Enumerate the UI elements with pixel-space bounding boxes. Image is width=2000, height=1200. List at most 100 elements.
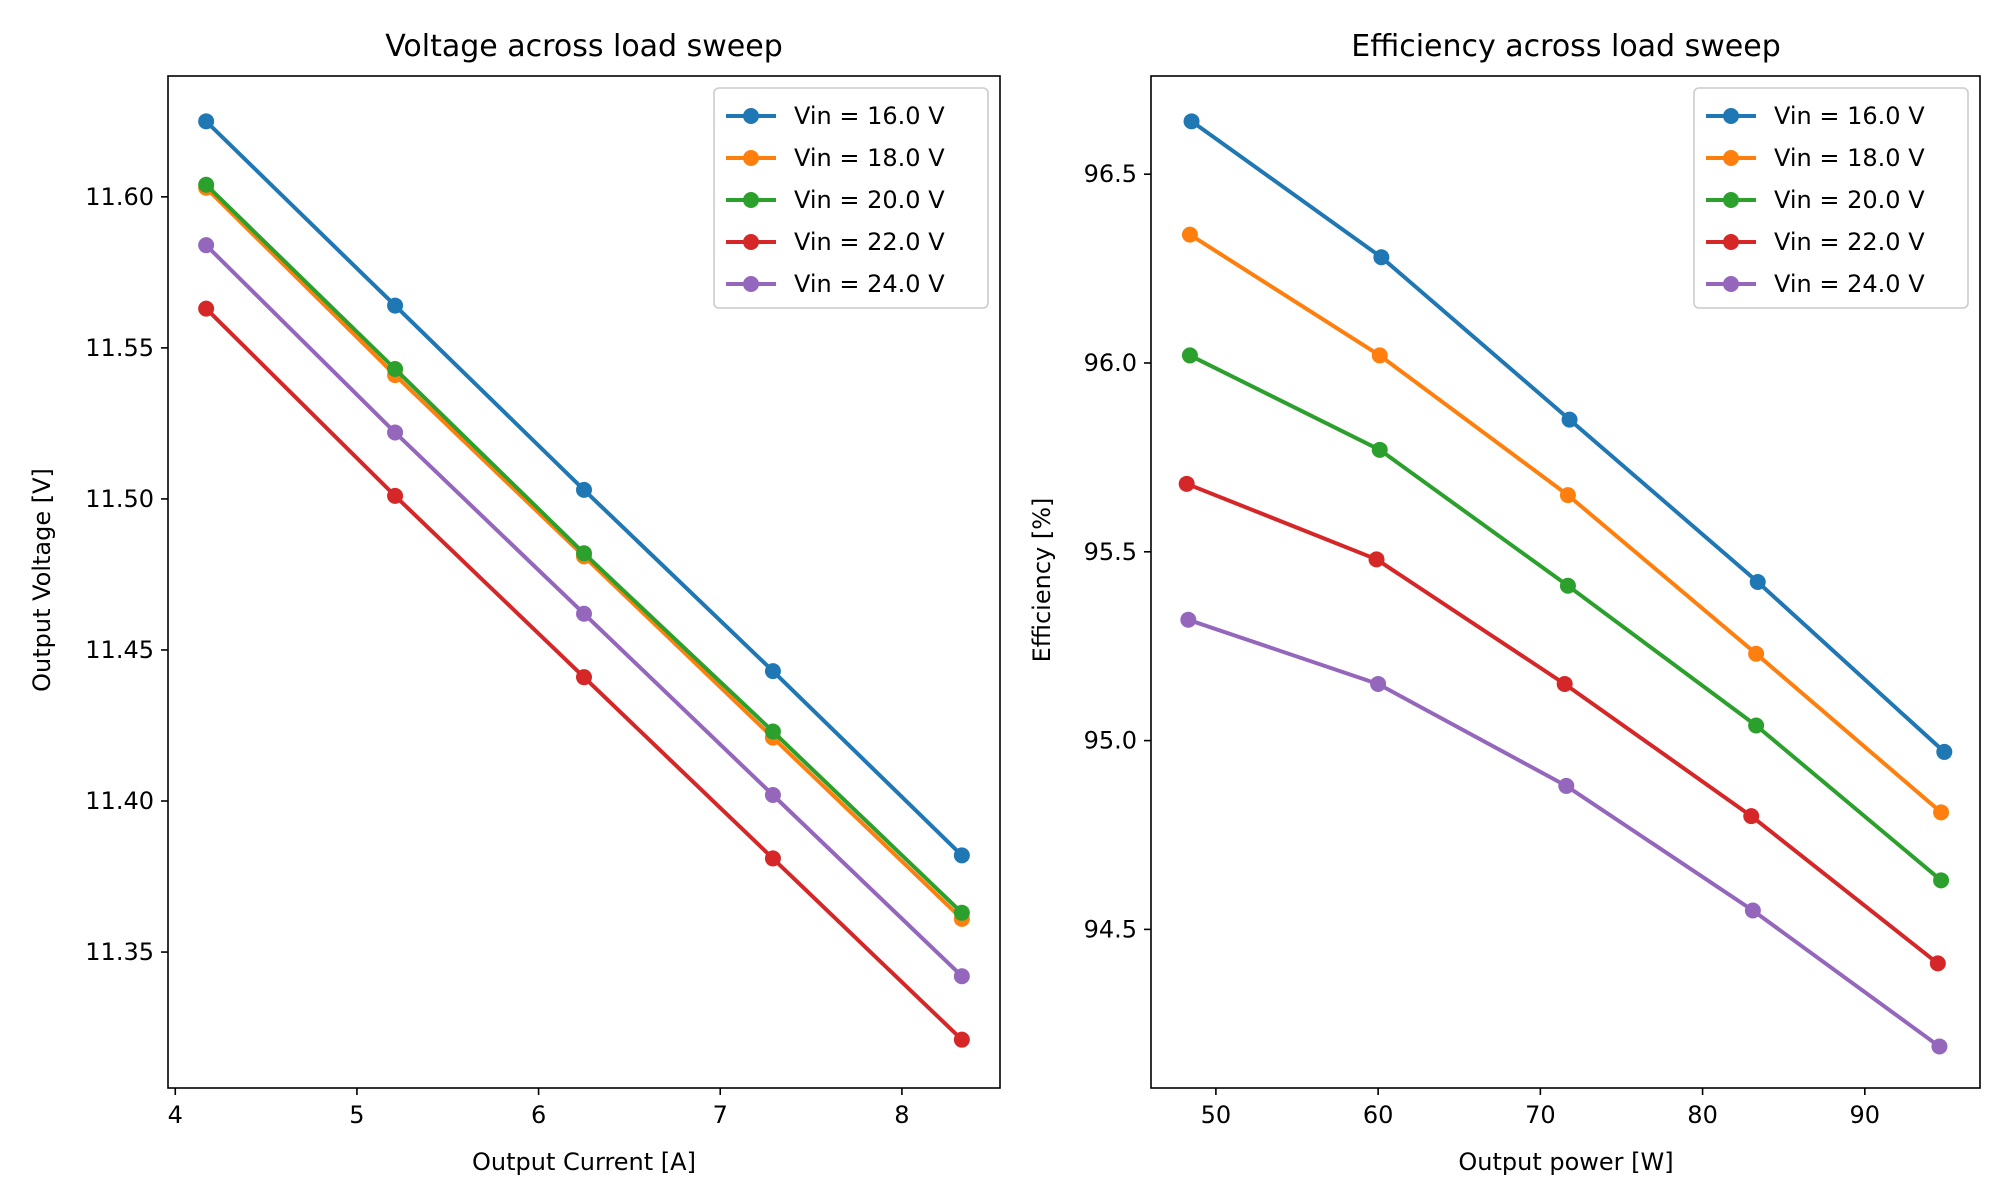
voltage-chart-legend-marker — [743, 108, 759, 124]
efficiency-chart-data-point — [1180, 611, 1197, 628]
efficiency-chart-y-axis-label: Efficiency [%] — [1028, 498, 1056, 663]
voltage-chart-legend-marker — [743, 234, 759, 250]
efficiency-chart-legend-label: Vin = 18.0 V — [1774, 144, 1925, 172]
voltage-chart-data-point — [198, 237, 215, 254]
voltage-chart-data-point — [198, 176, 215, 193]
voltage-chart-series — [198, 113, 970, 1048]
efficiency-chart-axes-frame — [1150, 75, 1981, 1089]
efficiency-chart-legend-label: Vin = 20.0 V — [1774, 186, 1925, 214]
voltage-chart-y-tick-label: 11.55 — [85, 334, 154, 362]
voltage-chart-axes-frame — [167, 75, 1001, 1089]
efficiency-chart-data-point — [1936, 743, 1953, 760]
voltage-chart-data-point — [576, 545, 592, 562]
efficiency-chart-data-point — [1556, 675, 1573, 692]
efficiency-chart-y-tick-label: 96.5 — [1084, 160, 1137, 188]
efficiency-chart-ticks: 50 60 70 80 90 94.5 95.0 95.5 96.0 96.5 — [1084, 160, 1881, 1129]
efficiency-chart-legend-label: Vin = 24.0 V — [1774, 270, 1925, 298]
voltage-chart-title: Voltage across load sweep — [385, 29, 783, 64]
voltage-chart-data-point — [953, 1031, 970, 1048]
voltage-chart-data-point — [576, 481, 592, 498]
voltage-chart-data-point — [387, 361, 404, 378]
efficiency-chart-y-tick-label: 95.0 — [1084, 727, 1137, 755]
voltage-chart-data-point — [764, 723, 781, 740]
voltage-chart-data-point — [387, 297, 404, 314]
efficiency-chart-legend-box — [1693, 87, 1969, 309]
efficiency-chart-data-point — [1181, 226, 1198, 243]
voltage-chart-data-point — [576, 605, 592, 622]
efficiency-chart-x-tick-label: 70 — [1525, 1101, 1556, 1129]
voltage-chart-y-tick-label: 11.40 — [85, 787, 154, 815]
voltage-chart-data-point — [953, 847, 970, 864]
efficiency-chart-legend-marker — [1723, 192, 1739, 208]
efficiency-chart-data-point — [1933, 872, 1950, 889]
voltage-chart-data-point — [953, 968, 970, 985]
efficiency-chart-y-tick-label: 94.5 — [1084, 915, 1137, 943]
efficiency-chart-data-point — [1933, 804, 1950, 821]
voltage-chart-legend: Vin = 16.0 V Vin = 18.0 V Vin = 20.0 V Vin … — [713, 87, 989, 309]
efficiency-chart-data-point — [1748, 717, 1765, 734]
voltage-chart-data-point — [387, 487, 404, 504]
efficiency-chart-x-tick-label: 90 — [1850, 1101, 1881, 1129]
efficiency-chart-data-point — [1181, 347, 1198, 364]
voltage-chart-x-tick-label: 7 — [713, 1101, 728, 1129]
voltage-chart-legend-label: Vin = 18.0 V — [794, 144, 945, 172]
efficiency-chart-data-point — [1929, 955, 1946, 972]
efficiency-chart-legend-label: Vin = 16.0 V — [1774, 102, 1925, 130]
efficiency-chart-legend-marker — [1723, 234, 1739, 250]
efficiency-chart-data-point — [1368, 551, 1385, 568]
efficiency-chart-legend: Vin = 16.0 V Vin = 18.0 V Vin = 20.0 V Vin … — [1693, 87, 1969, 309]
efficiency-chart-y-tick-label: 96.0 — [1084, 349, 1137, 377]
voltage-chart-legend-box — [713, 87, 989, 309]
voltage-chart-data-point — [764, 663, 781, 680]
efficiency-chart-series — [1178, 113, 1953, 1055]
efficiency-chart-legend-marker — [1723, 108, 1739, 124]
voltage-chart-panel: Voltage across load sweep Output Current… — [28, 29, 1001, 1176]
voltage-chart-legend-label: Vin = 24.0 V — [794, 270, 945, 298]
efficiency-chart-data-point — [1749, 574, 1766, 590]
voltage-chart-data-point — [198, 113, 215, 130]
efficiency-chart-panel: Efficiency across load sweep Output powe… — [1028, 29, 1981, 1176]
efficiency-chart-data-point — [1748, 645, 1765, 662]
efficiency-chart-data-point — [1744, 902, 1761, 919]
voltage-chart-x-tick-label: 4 — [168, 1101, 183, 1129]
voltage-chart-y-tick-label: 11.50 — [85, 485, 154, 513]
voltage-chart-legend-marker — [743, 192, 759, 208]
efficiency-chart-x-tick-label: 50 — [1201, 1101, 1232, 1129]
efficiency-chart-data-point — [1743, 808, 1760, 825]
voltage-chart-y-tick-label: 11.60 — [85, 183, 154, 211]
efficiency-chart-legend-marker — [1723, 150, 1739, 166]
efficiency-chart-data-point — [1371, 347, 1388, 364]
voltage-chart-data-point — [764, 786, 781, 803]
voltage-chart-legend-label: Vin = 22.0 V — [794, 228, 945, 256]
efficiency-chart-legend-marker — [1723, 276, 1739, 292]
voltage-chart-data-point — [953, 904, 970, 921]
voltage-chart-x-axis-label: Output Current [A] — [472, 1148, 696, 1176]
voltage-chart-legend-marker — [743, 276, 759, 292]
efficiency-chart-data-point — [1931, 1038, 1948, 1055]
voltage-chart-ticks: 4 5 6 7 8 11.35 11.40 11.45 11.50 11.55 11.60 — [85, 183, 909, 1129]
efficiency-chart-data-point — [1183, 113, 1200, 130]
voltage-chart-y-tick-label: 11.35 — [85, 938, 154, 966]
efficiency-chart-data-point — [1561, 411, 1578, 428]
efficiency-chart-x-axis-label: Output power [W] — [1458, 1148, 1673, 1176]
efficiency-chart-data-point — [1373, 249, 1390, 266]
voltage-chart-x-tick-label: 5 — [349, 1101, 364, 1129]
efficiency-chart-x-tick-label: 80 — [1687, 1101, 1718, 1129]
voltage-chart-y-axis-label: Output Voltage [V] — [28, 468, 56, 692]
efficiency-chart-data-point — [1559, 487, 1576, 504]
efficiency-chart-data-point — [1559, 577, 1576, 594]
efficiency-chart-title: Efficiency across load sweep — [1351, 29, 1781, 64]
efficiency-chart-x-tick-label: 60 — [1363, 1101, 1394, 1129]
efficiency-chart-data-point — [1178, 475, 1195, 492]
efficiency-chart-legend-label: Vin = 22.0 V — [1774, 228, 1925, 256]
voltage-chart-data-point — [198, 300, 215, 317]
voltage-chart-legend-label: Vin = 16.0 V — [794, 102, 945, 130]
voltage-chart-y-tick-label: 11.45 — [85, 636, 154, 664]
efficiency-chart-data-point — [1370, 675, 1387, 692]
voltage-chart-data-point — [387, 424, 404, 441]
voltage-chart-x-tick-label: 8 — [894, 1101, 909, 1129]
voltage-chart-data-point — [764, 850, 781, 867]
efficiency-chart-data-point — [1558, 777, 1575, 794]
voltage-chart-data-point — [576, 669, 592, 686]
